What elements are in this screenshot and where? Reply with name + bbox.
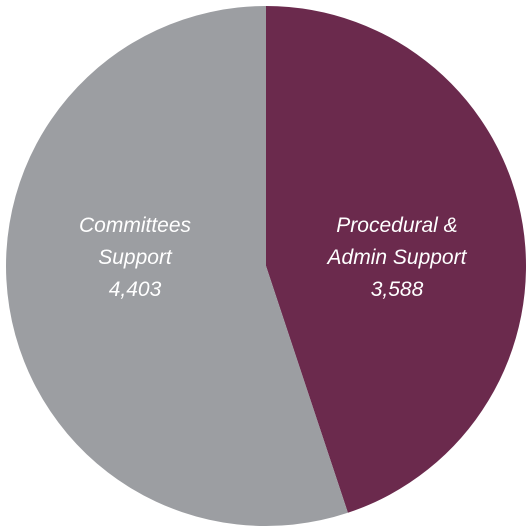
pie-slice-label-0: Procedural & Admin Support 3,588: [326, 214, 468, 301]
pie-labels: Procedural & Admin Support 3,588 Committees…: [79, 214, 468, 301]
pie-slice-name-line: Committees: [79, 214, 192, 237]
pie-slices: [6, 5, 527, 526]
pie-slice-name-line: Support: [98, 246, 173, 269]
pie-slice-name-line: Admin Support: [326, 246, 468, 269]
pie-slice-0: [266, 5, 527, 513]
pie-slice-label-1: Committees Support 4,403: [79, 214, 192, 301]
pie-slice-value: 4,403: [109, 278, 162, 301]
pie-slice-value: 3,588: [371, 278, 424, 301]
pie-slice-1: [6, 6, 348, 526]
pie-slice-name-line: Procedural &: [336, 214, 457, 237]
